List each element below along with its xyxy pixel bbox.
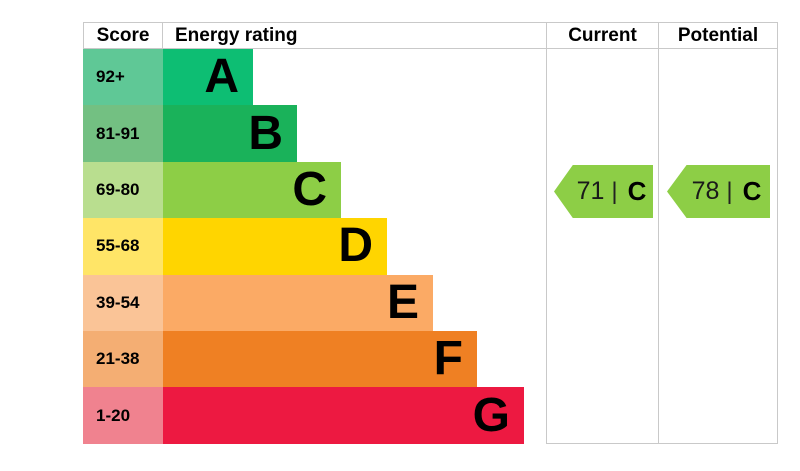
band-bar: E <box>163 274 433 331</box>
current-rating-letter: C <box>627 176 647 206</box>
current-column: 71 | C <box>546 49 658 444</box>
potential-header: Potential <box>658 23 778 48</box>
potential-column: 78 | C <box>658 49 778 444</box>
band-letter-label: E <box>386 275 419 329</box>
band-letter-label: F <box>433 332 463 386</box>
band-letter-label: C <box>292 162 327 216</box>
band-score-label: 81-91 <box>83 105 163 162</box>
bands: 92+ A 81-91 B 69-80 C 55-68 D 39-54 E 21… <box>83 49 546 444</box>
band-letter-label: G <box>472 388 510 442</box>
band-bar: A <box>163 49 253 106</box>
epc-table: Score Energy rating Current Potential 92… <box>83 22 778 444</box>
band-score-label: 92+ <box>83 49 163 106</box>
current-separator: | <box>611 177 618 205</box>
band-score-label: 1-20 <box>83 387 163 444</box>
band-letter-label: D <box>338 219 373 273</box>
band-score-label: 55-68 <box>83 218 163 275</box>
band-bar: C <box>163 161 341 219</box>
score-header: Score <box>83 23 163 48</box>
band-bar: G <box>163 387 524 444</box>
band-letter-label: B <box>248 106 283 160</box>
band-row: 81-91 B <box>83 105 546 162</box>
band-row: 69-80 C <box>83 161 546 219</box>
current-score-value: 71 <box>576 177 605 205</box>
band-score-label: 21-38 <box>83 330 163 388</box>
current-rating-arrow: 71 | C <box>554 165 653 218</box>
band-row: 1-20 G <box>83 387 546 444</box>
band-bar: B <box>163 105 297 162</box>
band-score-label: 39-54 <box>83 274 163 331</box>
header-row: Score Energy rating Current Potential <box>83 22 778 49</box>
band-row: 92+ A <box>83 49 546 106</box>
band-bar: D <box>163 218 387 275</box>
potential-rating-arrow: 78 | C <box>667 165 770 218</box>
band-score-label: 69-80 <box>83 161 163 219</box>
band-letter-label: A <box>204 50 239 104</box>
band-row: 21-38 F <box>83 330 546 388</box>
current-header: Current <box>546 23 658 48</box>
band-row: 39-54 E <box>83 274 546 331</box>
potential-score-value: 78 <box>691 177 720 205</box>
energy-rating-header: Energy rating <box>175 24 298 46</box>
band-row: 55-68 D <box>83 218 546 275</box>
band-bar: F <box>163 330 477 388</box>
potential-rating-letter: C <box>742 176 762 206</box>
potential-separator: | <box>726 177 733 205</box>
